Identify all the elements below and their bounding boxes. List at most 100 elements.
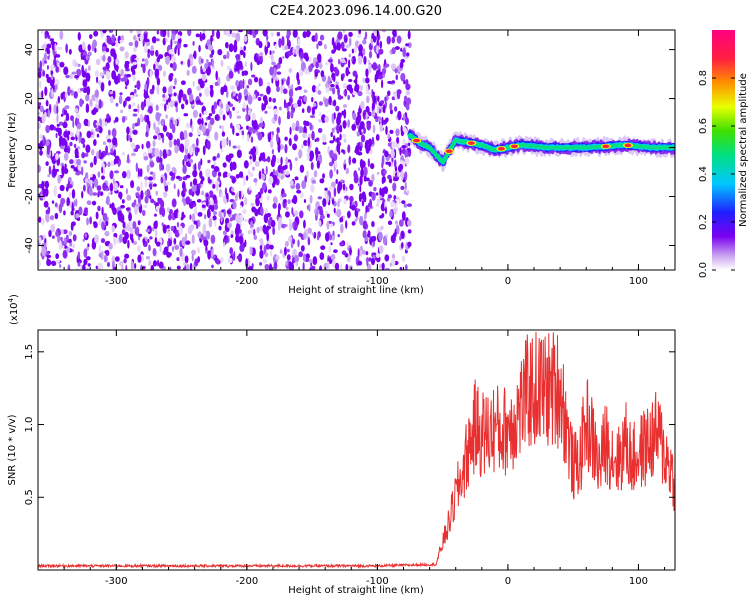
noise-blob (109, 170, 114, 180)
noise-blob (83, 160, 87, 164)
noise-blob (299, 164, 305, 173)
noise-blob (113, 236, 117, 246)
noise-blob (210, 234, 216, 245)
noise-blob (199, 92, 202, 97)
noise-blob (209, 88, 214, 98)
noise-blob (126, 96, 131, 102)
noise-blob (263, 245, 267, 249)
noise-blob (70, 164, 75, 169)
noise-blob (95, 103, 98, 109)
noise-blob (250, 220, 254, 228)
noise-blob (173, 209, 178, 219)
noise-blob (221, 131, 226, 137)
noise-blob (405, 117, 409, 125)
noise-blob (129, 30, 133, 34)
noise-blob (327, 58, 333, 63)
noise-blob (351, 204, 356, 211)
noise-blob (242, 51, 246, 59)
noise-blob (314, 146, 319, 156)
noise-blob (155, 126, 160, 135)
noise-blob (396, 35, 402, 44)
noise-blob (154, 59, 158, 64)
noise-blob (359, 184, 362, 193)
noise-blob (59, 61, 65, 68)
noise-blob (343, 198, 347, 205)
noise-blob (247, 134, 250, 143)
noise-blob (102, 182, 107, 191)
noise-blob (143, 176, 150, 181)
noise-blob (295, 46, 299, 56)
noise-blob (74, 75, 80, 79)
noise-blob (344, 37, 348, 42)
noise-blob (380, 79, 384, 89)
noise-blob (390, 149, 395, 159)
noise-blob (208, 113, 213, 117)
noise-blob (269, 50, 272, 56)
noise-blob (42, 134, 45, 144)
noise-blob (156, 38, 160, 42)
noise-blob (377, 116, 382, 121)
noise-blob (330, 132, 333, 138)
noise-blob (155, 49, 159, 57)
noise-blob (129, 226, 134, 235)
noise-blob (243, 88, 248, 97)
noise-blob (197, 161, 201, 171)
noise-blob (148, 244, 151, 252)
noise-blob (284, 102, 289, 109)
noise-blob (135, 144, 140, 150)
noise-blob (67, 89, 73, 93)
noise-blob (209, 117, 215, 126)
noise-blob (384, 206, 387, 215)
noise-blob (397, 164, 403, 173)
noise-blob (184, 138, 190, 147)
noise-blob (306, 105, 311, 114)
noise-blob (308, 64, 313, 73)
noise-blob (128, 212, 132, 222)
noise-blob (340, 41, 345, 50)
noise-blob (365, 251, 369, 256)
noise-blob (53, 186, 58, 197)
noise-blob (157, 134, 162, 141)
noise-blob (371, 136, 375, 145)
noise-blob (98, 244, 102, 254)
noise-blob (105, 195, 110, 206)
noise-blob (236, 149, 242, 159)
noise-blob (181, 214, 186, 219)
noise-blob (105, 47, 110, 53)
noise-blob (337, 31, 343, 40)
noise-blob (358, 167, 361, 171)
noise-blob (158, 157, 163, 163)
noise-blob (197, 182, 201, 190)
noise-blob (133, 262, 137, 270)
noise-blob (63, 152, 69, 161)
noise-blob (95, 122, 101, 126)
noise-blob (329, 140, 335, 144)
spectrogram-ylabel: Frequency (Hz) (7, 112, 18, 188)
noise-blob (225, 41, 229, 49)
noise-blob (345, 220, 348, 229)
noise-blob (162, 149, 167, 159)
noise-blob (38, 70, 42, 79)
noise-blob (147, 48, 151, 54)
noise-blob (191, 200, 196, 204)
noise-blob (235, 174, 240, 179)
noise-blob (94, 89, 99, 98)
noise-blob (136, 186, 141, 192)
noise-blob (173, 237, 177, 245)
noise-blob (365, 111, 368, 121)
noise-blob (108, 242, 113, 250)
noise-blob (266, 34, 269, 42)
noise-blob (327, 146, 330, 155)
noise-blob (199, 31, 202, 41)
noise-blob (119, 39, 124, 44)
noise-blob (232, 125, 235, 135)
noise-blob (342, 120, 347, 129)
noise-blob (241, 190, 244, 198)
noise-blob (91, 109, 97, 116)
noise-blob (196, 247, 201, 254)
noise-blob (402, 137, 406, 147)
noise-blob (220, 192, 224, 198)
noise-blob (163, 246, 169, 255)
noise-blob (127, 239, 130, 249)
noise-blob (133, 108, 139, 112)
